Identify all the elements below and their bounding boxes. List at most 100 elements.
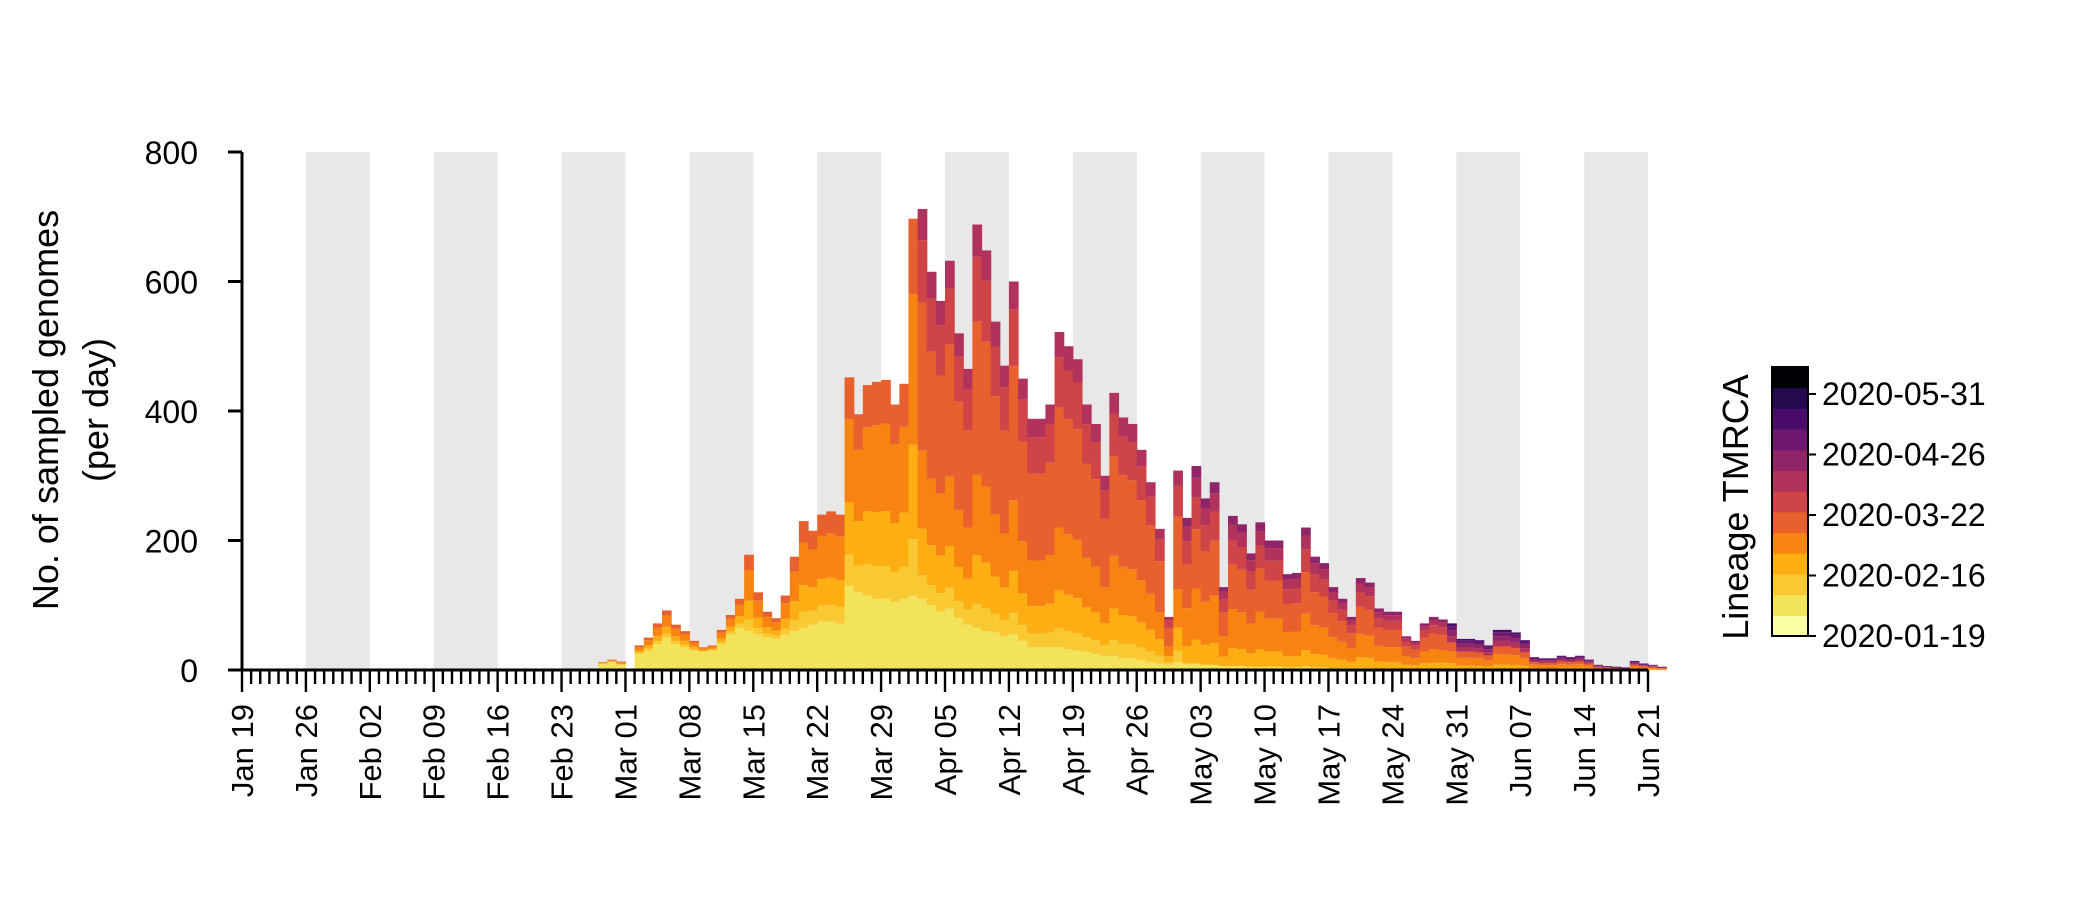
bar-segment (1310, 563, 1320, 575)
bar-segment (1629, 666, 1640, 669)
bar-segment (1565, 657, 1576, 660)
bar-segment (1200, 525, 1211, 552)
bar-segment (1392, 661, 1403, 669)
bar-segment (1154, 561, 1165, 613)
bar-segment (1401, 636, 1412, 639)
bar-segment (1520, 665, 1530, 670)
bar-segment (744, 619, 754, 632)
bar-segment (1291, 603, 1302, 632)
bar-segment (652, 635, 663, 641)
bar-segment (1419, 637, 1430, 652)
bar-segment (817, 535, 827, 579)
bar-segment (680, 647, 690, 670)
bar-segment (643, 640, 654, 646)
bar-segment (972, 603, 983, 628)
bar-segment (1310, 625, 1320, 655)
bar-segment (1081, 404, 1092, 425)
bar-segment (1611, 666, 1622, 668)
bar-segment (926, 271, 937, 299)
bar-segment (725, 626, 736, 632)
bar-segment (990, 632, 1001, 670)
bar-segment (945, 344, 955, 477)
bar-segment (844, 419, 855, 503)
bar-segment (1282, 656, 1293, 668)
bar-segment (707, 649, 718, 651)
bar-segment (1228, 539, 1238, 564)
bar-segment (1054, 527, 1065, 591)
bar-segment (1282, 579, 1293, 590)
bar-segment (1419, 626, 1430, 631)
bar-segment (689, 642, 700, 647)
bar-segment (1319, 563, 1330, 570)
bar-segment (1173, 627, 1183, 651)
bar-segment (1602, 666, 1613, 667)
bar-segment (780, 603, 791, 619)
bar-segment (1100, 490, 1110, 519)
bar-segment (826, 533, 837, 578)
bar-segment (853, 565, 864, 593)
colorbar-swatch (1772, 408, 1808, 430)
bar-segment (607, 662, 617, 670)
bar-segment (1364, 596, 1375, 610)
bar-segment (844, 554, 855, 586)
bar-segment (680, 640, 690, 645)
bar-segment (1191, 466, 1202, 478)
bar-segment (972, 474, 983, 556)
colorbar-swatch (1772, 553, 1808, 575)
bar-segment (954, 566, 964, 602)
bar-segment (1246, 653, 1257, 667)
bar-segment (1182, 646, 1193, 664)
bar-segment (1063, 594, 1074, 632)
x-tick-label: Mar 29 (864, 704, 899, 800)
bar-segment (1282, 631, 1293, 657)
bar-segment (1054, 357, 1065, 408)
bar-segment (862, 563, 873, 596)
bar-segment (917, 575, 928, 599)
bar-segment (1337, 602, 1348, 610)
bar-segment (1018, 378, 1028, 400)
bar-segment (1018, 625, 1028, 641)
bar-segment (1483, 666, 1494, 670)
bar-segment (945, 587, 955, 609)
bar-segment (890, 523, 900, 573)
bar-segment (1091, 442, 1101, 480)
bar-segment (890, 404, 900, 445)
bar-segment (735, 598, 745, 605)
colorbar-tick-label: 2020-02-16 (1822, 558, 1986, 594)
bar-segment (1100, 655, 1110, 670)
bar-segment (1328, 591, 1339, 601)
bar-segment (1648, 665, 1658, 666)
bar-segment (1565, 659, 1576, 661)
week-shading (1456, 152, 1521, 670)
bar-segment (798, 585, 809, 612)
bar-segment (981, 250, 992, 281)
colorbar-swatch (1772, 573, 1808, 596)
bar-segment (707, 648, 718, 650)
bar-segment (835, 607, 846, 624)
bar-segment (1273, 548, 1284, 561)
bar-segment (1200, 644, 1211, 665)
bar-segment (1164, 620, 1174, 629)
bar-segment (1456, 638, 1467, 641)
bar-segment (1200, 664, 1211, 670)
bar-segment (1492, 636, 1503, 641)
bar-segment (1255, 531, 1266, 546)
bar-segment (652, 640, 663, 645)
bar-segment (1036, 418, 1047, 438)
bar-segment (1218, 599, 1229, 613)
bar-segment (1191, 497, 1202, 530)
bar-segment (826, 577, 837, 605)
y-tick-label: 400 (145, 394, 198, 430)
bar-segment (1127, 442, 1138, 481)
bar-segment (1529, 664, 1540, 668)
bar-segment (753, 600, 764, 618)
bar-segment (1648, 664, 1658, 666)
bar-segment (1428, 625, 1439, 634)
bar-segment (990, 613, 1001, 633)
bar-segment (1145, 629, 1156, 652)
bar-segment (1401, 656, 1412, 665)
bar-segment (1483, 660, 1494, 667)
bar-segment (1620, 668, 1631, 669)
bar-segment (1045, 555, 1056, 604)
bar-segment (1346, 661, 1357, 669)
